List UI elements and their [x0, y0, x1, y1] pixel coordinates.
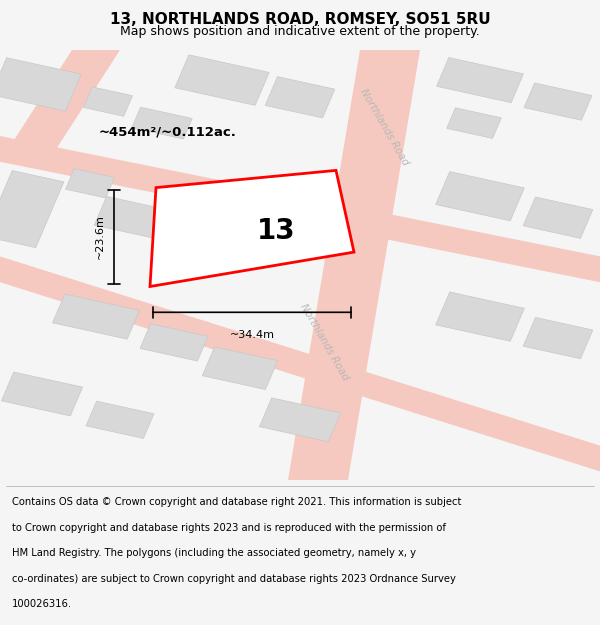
Polygon shape — [523, 318, 593, 359]
Text: Contains OS data © Crown copyright and database right 2021. This information is : Contains OS data © Crown copyright and d… — [12, 498, 461, 508]
Polygon shape — [0, 58, 81, 111]
Polygon shape — [235, 188, 305, 230]
Polygon shape — [140, 324, 208, 361]
Polygon shape — [0, 50, 120, 162]
Polygon shape — [65, 169, 115, 198]
Polygon shape — [436, 292, 524, 341]
Text: Northlands Road: Northlands Road — [358, 88, 410, 168]
Polygon shape — [86, 401, 154, 438]
Polygon shape — [94, 196, 170, 239]
Polygon shape — [83, 87, 133, 116]
Polygon shape — [446, 107, 502, 138]
Polygon shape — [202, 347, 278, 389]
Text: 100026316.: 100026316. — [12, 599, 72, 609]
Polygon shape — [175, 55, 269, 106]
Polygon shape — [0, 171, 64, 248]
Text: Map shows position and indicative extent of the property.: Map shows position and indicative extent… — [120, 24, 480, 38]
Text: Northlands Road: Northlands Road — [298, 302, 350, 382]
Text: to Crown copyright and database rights 2023 and is reproduced with the permissio: to Crown copyright and database rights 2… — [12, 522, 446, 532]
Polygon shape — [288, 50, 420, 480]
Polygon shape — [162, 223, 222, 255]
Polygon shape — [259, 398, 341, 442]
Polygon shape — [437, 58, 523, 102]
Polygon shape — [523, 197, 593, 238]
Text: 13, NORTHLANDS ROAD, ROMSEY, SO51 5RU: 13, NORTHLANDS ROAD, ROMSEY, SO51 5RU — [110, 12, 490, 28]
Polygon shape — [0, 256, 600, 471]
Polygon shape — [0, 136, 600, 282]
Polygon shape — [265, 77, 335, 118]
Text: ~454m²/~0.112ac.: ~454m²/~0.112ac. — [99, 125, 237, 138]
Polygon shape — [436, 172, 524, 221]
Polygon shape — [524, 83, 592, 120]
Polygon shape — [53, 294, 139, 339]
Polygon shape — [1, 372, 83, 416]
Text: ~34.4m: ~34.4m — [229, 329, 275, 339]
Text: ~23.6m: ~23.6m — [95, 214, 105, 259]
Text: co-ordinates) are subject to Crown copyright and database rights 2023 Ordnance S: co-ordinates) are subject to Crown copyr… — [12, 574, 456, 584]
Polygon shape — [132, 107, 192, 139]
Polygon shape — [150, 171, 354, 286]
Text: HM Land Registry. The polygons (including the associated geometry, namely x, y: HM Land Registry. The polygons (includin… — [12, 548, 416, 558]
Text: 13: 13 — [257, 217, 295, 244]
